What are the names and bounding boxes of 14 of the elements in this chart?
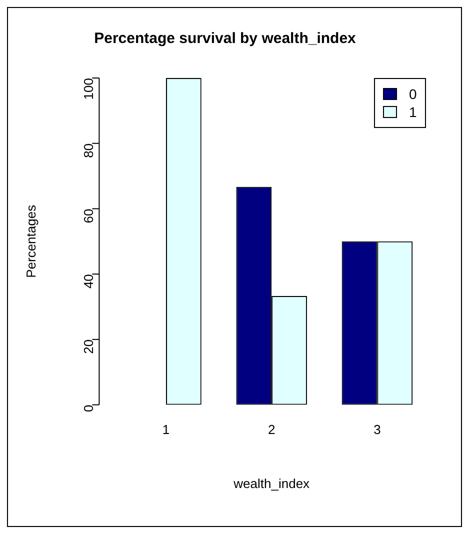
x-axis-title: wealth_index — [232, 476, 310, 491]
legend-label: 0 — [409, 86, 417, 102]
legend-label: 1 — [409, 104, 417, 120]
y-tick-label: 40 — [80, 274, 96, 289]
y-tick-label: 100 — [80, 78, 96, 100]
chart-title: Percentage survival by wealth_index — [94, 30, 357, 48]
x-tick-label: 3 — [374, 422, 381, 438]
x-tick-label: 2 — [268, 422, 276, 438]
y-tick-label: 60 — [80, 208, 96, 224]
y-tick-label: 20 — [80, 339, 96, 354]
x-tick-label: 1 — [162, 422, 170, 438]
y-axis-title: Percentages — [23, 204, 38, 278]
y-tick-label: 80 — [80, 143, 96, 158]
y-tick-label: 0 — [80, 404, 96, 412]
